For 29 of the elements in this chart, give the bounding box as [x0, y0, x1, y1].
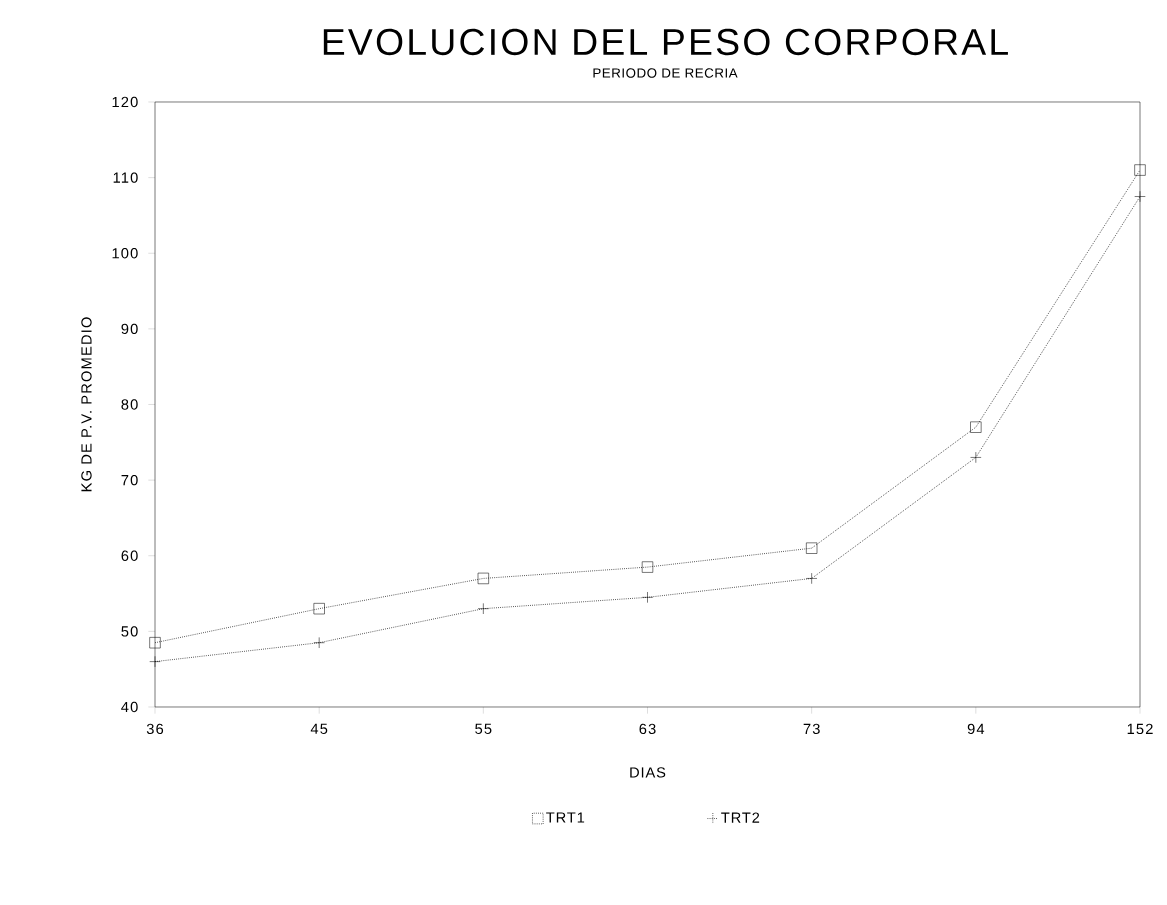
point: [313, 603, 325, 615]
point: [641, 561, 654, 573]
x-tick-label: 36: [146, 723, 164, 735]
y-tick-label: 100: [112, 248, 138, 259]
point: [1134, 164, 1146, 176]
legend-label: TRT2: [721, 812, 760, 823]
x-axis-title: DIAS: [630, 767, 666, 778]
legend-label: TRT1: [546, 812, 585, 823]
x-tick-label: 45: [310, 723, 328, 734]
point: [806, 542, 818, 554]
x-tick-label: 63: [639, 723, 656, 735]
y-tick-label: 80: [121, 399, 138, 410]
x-tick-label: 73: [803, 723, 820, 735]
point: [970, 421, 982, 433]
y-tick-label: 120: [112, 96, 138, 108]
y-tick-label: 40: [121, 701, 138, 713]
point: [477, 572, 489, 585]
chart-title: EVOLUCION DEL PESO CORPORAL: [323, 28, 1008, 56]
chart-subtitle: PERIODO DE RECRIA: [593, 68, 738, 78]
y-tick-label: 110: [113, 172, 138, 183]
y-tick-label: 90: [121, 323, 138, 335]
y-tick-label: 60: [121, 550, 138, 561]
point: [149, 637, 161, 649]
x-tick-label: 152: [1127, 723, 1153, 735]
y-tick-label: 70: [121, 474, 138, 486]
y-tick-label: 50: [121, 626, 138, 637]
x-tick-label: 55: [475, 723, 492, 734]
x-tick-label: 94: [967, 723, 985, 735]
y-axis-title: KG DE P.V. PROMEDIO: [81, 317, 92, 492]
